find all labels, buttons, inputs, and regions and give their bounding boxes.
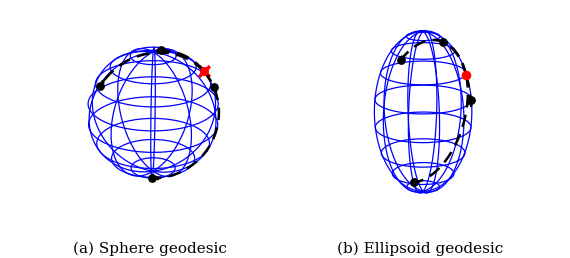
Text: (b) Ellipsoid geodesic: (b) Ellipsoid geodesic (337, 241, 503, 256)
Text: (a) Sphere geodesic: (a) Sphere geodesic (73, 241, 227, 256)
